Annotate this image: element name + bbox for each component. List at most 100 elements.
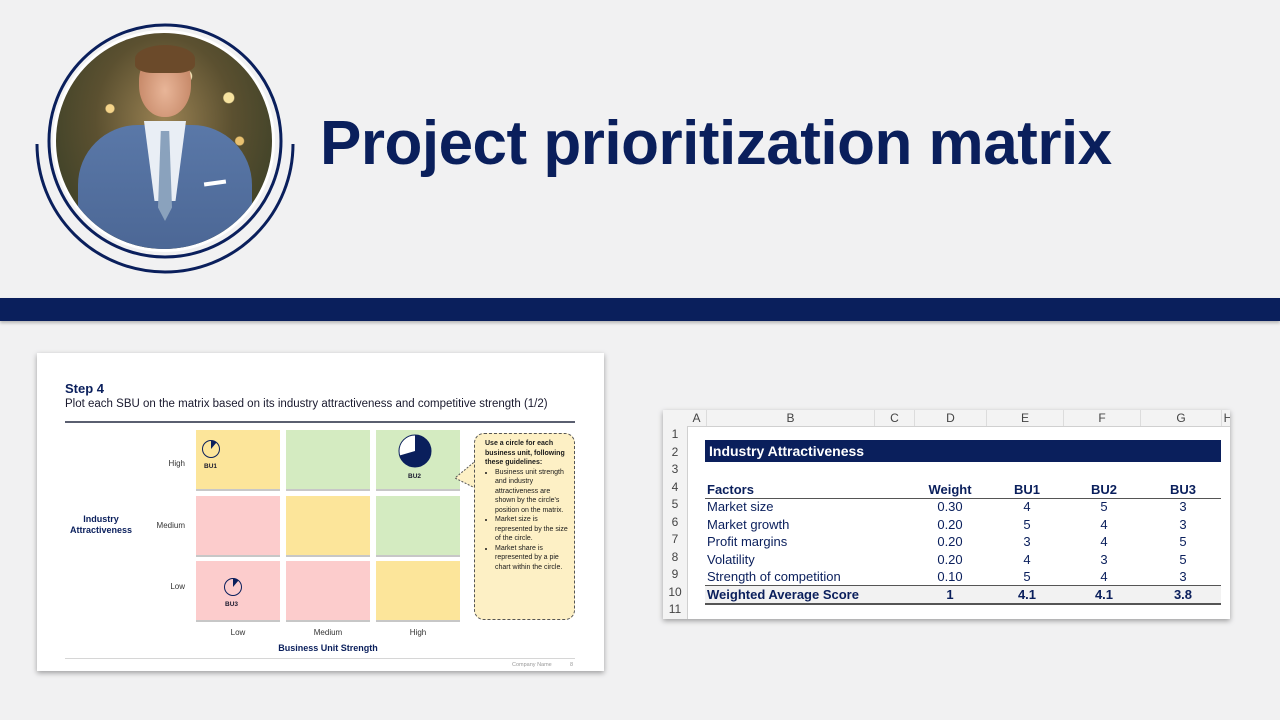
cell-factor[interactable]: Market growth [707, 516, 790, 532]
slide-subtitle: Plot each SBU on the matrix based on its… [65, 398, 548, 410]
header-bu2[interactable]: BU2 [1090, 481, 1117, 497]
cell-weight[interactable]: 0.30 [937, 499, 963, 514]
cell-bu3[interactable]: 5 [1179, 534, 1187, 549]
slide-footer-divider [65, 658, 575, 659]
cell-bu2[interactable]: 4 [1100, 569, 1108, 584]
total-weight[interactable]: 1 [946, 586, 954, 602]
row-header-11[interactable]: 11 [668, 602, 682, 616]
total-bu3[interactable]: 3.8 [1173, 586, 1193, 602]
cell-factor[interactable]: Profit margins [707, 534, 788, 549]
cell-weight[interactable]: 0.20 [937, 516, 963, 532]
total-label[interactable]: Weighted Average Score [707, 586, 859, 602]
bu2-label: BU2 [408, 473, 422, 480]
cell-weight[interactable]: 0.10 [937, 569, 963, 584]
cell-bu3[interactable]: 3 [1179, 569, 1187, 584]
cell-bu2[interactable]: 4 [1100, 534, 1108, 549]
x-tick-medium: Medium [313, 628, 343, 637]
cell-bu1[interactable]: 4 [1023, 551, 1031, 567]
callout-bullet-list: Business unit strength and industry attr… [485, 468, 569, 573]
guidelines-callout: Use a circle for each business unit, fol… [474, 433, 575, 620]
cell-weight[interactable]: 0.20 [937, 551, 963, 567]
cell-bu1[interactable]: 4 [1023, 499, 1031, 514]
column-header-f[interactable]: F [1064, 410, 1141, 426]
cell-factor[interactable]: Volatility [707, 551, 755, 567]
avatar [34, 22, 296, 274]
cell-bu2[interactable]: 5 [1100, 499, 1108, 514]
y-axis-title-line1: Industry [83, 514, 119, 524]
y-tick-medium: Medium [156, 521, 185, 530]
cell-bu2[interactable]: 3 [1100, 551, 1108, 567]
cell-bu1[interactable]: 5 [1023, 569, 1031, 584]
table-header-row: Factors Weight BU1 BU2 BU3 [705, 481, 1221, 499]
table-row: Volatility 0.20 4 3 5 [705, 551, 1221, 569]
row-header-3[interactable]: 3 [671, 462, 679, 476]
matrix-cell-low-medium [286, 561, 370, 622]
column-headers: A B C D E F G H [663, 410, 1230, 427]
matrix-cell-medium-low [196, 496, 280, 557]
y-axis-title-line2: Attractiveness [69, 525, 133, 535]
header-bu1[interactable]: BU1 [1013, 481, 1040, 497]
matrix-cell-medium-high [376, 496, 460, 557]
cell-bu3[interactable]: 5 [1179, 551, 1187, 567]
sheet-title-cell[interactable]: Industry Attractiveness [705, 440, 1221, 462]
bu3-pie-icon [224, 578, 242, 596]
bu1-pie-icon [202, 440, 220, 458]
callout-bullet: Market share is represented by a pie cha… [495, 544, 569, 573]
row-header-4[interactable]: 4 [671, 479, 679, 494]
cell-factor[interactable]: Market size [707, 499, 774, 514]
callout-bullet: Market size is represented by the size o… [495, 515, 569, 544]
row-header-5[interactable]: 5 [671, 497, 679, 511]
avatar-ring-icon [35, 23, 295, 274]
table-row: Market size 0.30 4 5 3 [705, 498, 1221, 516]
x-tick-high: High [409, 628, 427, 637]
table-row: Market growth 0.20 5 4 3 [705, 516, 1221, 534]
row-headers: 1 2 3 4 5 6 7 8 9 10 11 [663, 426, 688, 619]
slide-divider [65, 421, 575, 423]
cell-bu3[interactable]: 3 [1179, 516, 1187, 532]
slide-step-title: Step 4 [65, 381, 105, 396]
photo-hair [135, 45, 195, 73]
row-header-2[interactable]: 2 [671, 444, 679, 459]
matrix-cell-high-medium [286, 430, 370, 491]
column-header-g[interactable]: G [1141, 410, 1222, 426]
column-header-e[interactable]: E [987, 410, 1064, 426]
cell-bu1[interactable]: 3 [1023, 534, 1031, 549]
callout-bullet: Business unit strength and industry attr… [495, 468, 569, 516]
bu3-label: BU3 [225, 601, 239, 608]
column-header-b[interactable]: B [707, 410, 875, 426]
presenter-photo [53, 30, 275, 252]
column-header-d[interactable]: D [915, 410, 987, 426]
matrix-cell-low-high [376, 561, 460, 622]
cell-weight[interactable]: 0.20 [937, 534, 963, 549]
column-header-c[interactable]: C [875, 410, 915, 426]
row-header-9[interactable]: 9 [671, 567, 679, 581]
row-header-6[interactable]: 6 [671, 514, 679, 529]
x-tick-low: Low [230, 628, 246, 637]
header-bu3[interactable]: BU3 [1169, 481, 1196, 497]
row-header-10[interactable]: 10 [668, 584, 682, 599]
cell-bu3[interactable]: 3 [1179, 499, 1187, 514]
column-header-h[interactable]: H [1223, 411, 1230, 425]
header-banner [0, 298, 1280, 321]
row-header-7[interactable]: 7 [671, 532, 679, 546]
cell-factor[interactable]: Strength of competition [707, 569, 841, 584]
table-total-row: Weighted Average Score 1 4.1 4.1 3.8 [705, 584, 1221, 605]
y-tick-high: High [168, 459, 185, 468]
total-bu2[interactable]: 4.1 [1094, 586, 1114, 602]
row-header-8[interactable]: 8 [671, 549, 679, 564]
cell-bu2[interactable]: 4 [1100, 516, 1108, 532]
header-factors[interactable]: Factors [707, 481, 754, 497]
table-row: Profit margins 0.20 3 4 5 [705, 533, 1221, 551]
cell-bu1[interactable]: 5 [1023, 516, 1031, 532]
x-axis-title: Business Unit Strength [278, 643, 378, 653]
bu2-pie-icon [398, 434, 432, 468]
column-header-a[interactable]: A [687, 410, 707, 426]
row-header-1[interactable]: 1 [671, 427, 679, 441]
matrix-cell-low-low [196, 561, 280, 622]
matrix-cell-medium-medium [286, 496, 370, 557]
y-tick-low: Low [170, 582, 185, 591]
table-row: Strength of competition 0.10 5 4 3 [705, 568, 1221, 586]
header-weight[interactable]: Weight [928, 481, 972, 497]
spreadsheet-preview: A B C D E F G H 1 2 3 4 5 6 7 8 9 10 11 … [663, 410, 1230, 619]
total-bu1[interactable]: 4.1 [1017, 586, 1037, 602]
